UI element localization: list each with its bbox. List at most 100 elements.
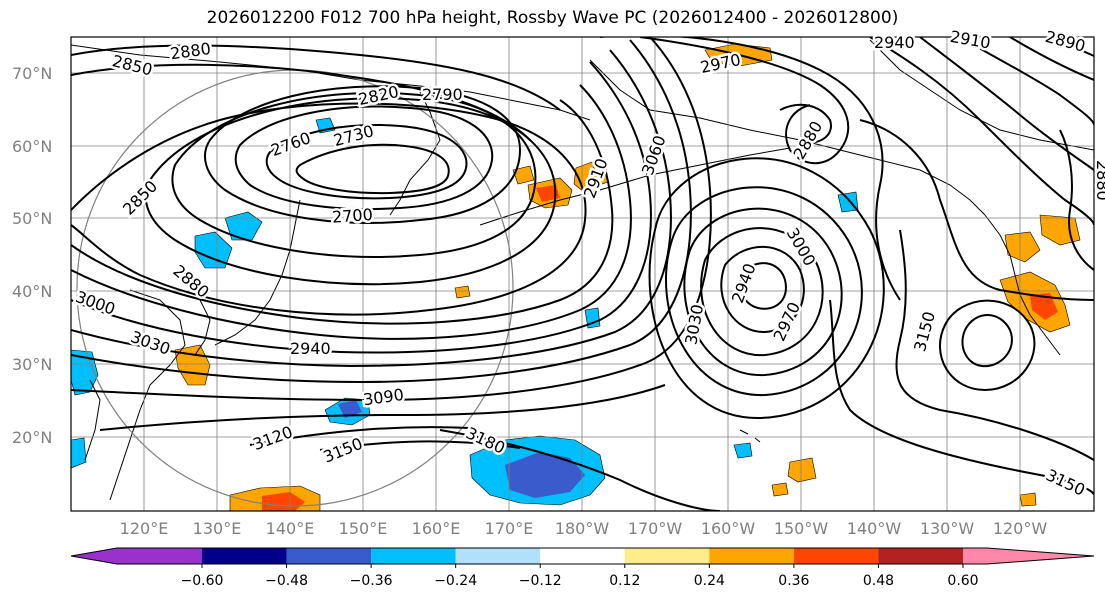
lon-label: 150°E — [339, 519, 388, 538]
anomaly-patch — [536, 185, 560, 202]
anomaly-patch — [837, 191, 859, 213]
contour-label: 2700 — [331, 205, 373, 227]
contour-line — [71, 49, 672, 368]
contour-line — [265, 124, 468, 200]
colorbar-swatch — [624, 548, 710, 564]
lat-label: 20°N — [12, 428, 52, 447]
lon-label: 130°E — [193, 519, 242, 538]
coastline-kamchatka — [389, 91, 441, 216]
contour-line — [319, 440, 521, 451]
lat-label: 30°N — [12, 355, 52, 374]
contour-line — [71, 37, 712, 402]
contour-line — [859, 119, 1094, 301]
contour-line — [639, 37, 850, 165]
colorbar-swatch — [455, 548, 541, 564]
anomaly-patch — [584, 307, 601, 329]
lon-label: 140°E — [266, 519, 315, 538]
shaded-anomalies — [71, 43, 1081, 511]
anomaly-patch — [224, 211, 263, 241]
coastline-japan — [214, 199, 301, 346]
height-contours — [71, 37, 1094, 511]
anomaly-patch — [787, 457, 817, 483]
contour-line — [234, 105, 494, 211]
coastline-korea — [194, 299, 211, 356]
lat-label: 60°N — [12, 137, 52, 156]
contour-line — [664, 186, 863, 397]
colorbar-tick-label: 0.48 — [863, 573, 894, 589]
contour-line — [959, 37, 1094, 126]
colorbar-swatch — [540, 548, 625, 564]
contour-line — [961, 314, 1013, 368]
contour-line — [720, 245, 805, 334]
contour-line — [71, 102, 587, 316]
anomaly-patch — [454, 285, 471, 299]
colorbar-swatch — [286, 548, 372, 564]
map-border — [70, 36, 1095, 512]
longitude-axis: 120°E 130°E 140°E 150°E 160°E 170°E 180°… — [120, 519, 1048, 538]
colorbar-outline — [70, 547, 1095, 565]
contour-line — [779, 103, 832, 144]
contour-line — [919, 37, 1094, 171]
lon-label: 140°W — [847, 519, 902, 538]
contour-line — [1049, 37, 1094, 57]
anomaly-patch — [1030, 293, 1058, 320]
contour-line — [99, 384, 666, 431]
contour-line — [71, 84, 632, 340]
colorbar-tick-label: −0.24 — [434, 573, 477, 589]
latitude-axis: 70°N 60°N 50°N 40°N 30°N 20°N — [12, 64, 52, 447]
coastline-china — [109, 289, 186, 501]
lon-label: 170°W — [628, 519, 683, 538]
anomaly-patch — [71, 437, 87, 469]
contour-line — [145, 97, 557, 286]
map-title: 2026012200 F012 700 hPa height, Rossby W… — [206, 8, 899, 28]
contour-line — [895, 229, 1094, 461]
map-panel — [71, 37, 1094, 511]
lon-label: 180°W — [555, 519, 610, 538]
contour-line — [171, 91, 537, 258]
lon-label: 150°W — [774, 519, 829, 538]
contour-line — [1009, 37, 1094, 81]
colorbar-tick-label: −0.36 — [350, 573, 393, 589]
coastline-hawaii — [739, 429, 761, 443]
coastline-canada-north — [869, 39, 1094, 151]
colorbar-swatch — [793, 548, 879, 564]
lon-label: 120°W — [993, 519, 1048, 538]
contour-line — [249, 426, 471, 446]
lon-label: 120°E — [120, 519, 169, 538]
colorbar-tick-label: 0.60 — [947, 573, 978, 589]
colorbar-tick-label: −0.12 — [519, 573, 562, 589]
colorbar-tick-label: −0.48 — [265, 573, 308, 589]
contour-line — [439, 429, 721, 511]
anomaly-patch — [505, 452, 585, 498]
colorbar-swatch — [709, 548, 794, 564]
colorbar-tick-label: −0.60 — [181, 573, 224, 589]
colorbar-swatch — [371, 548, 456, 564]
colorbar-swatch — [963, 548, 1094, 564]
coastline-philippines — [84, 379, 101, 461]
contour-line — [739, 262, 787, 310]
anomaly-patch — [771, 482, 789, 497]
anomaly-patch — [71, 349, 99, 396]
contour-line — [295, 143, 450, 195]
contour-line — [648, 157, 885, 420]
colorbar-tick-label: 0.36 — [778, 573, 809, 589]
contour-label: 2940 — [290, 339, 331, 358]
lat-label: 40°N — [12, 282, 52, 301]
colorbar-swatch — [202, 548, 287, 564]
contour-label: 2880 — [1093, 160, 1105, 201]
contour-line — [700, 227, 824, 357]
colorbar-tick-label: 0.12 — [609, 573, 640, 589]
contour-line — [204, 85, 522, 224]
anomaly-patch — [512, 165, 535, 185]
contour-line — [71, 61, 652, 354]
lat-label: 70°N — [12, 64, 52, 83]
contour-line — [71, 39, 692, 384]
contour-label: 2940 — [874, 33, 915, 52]
anomaly-patch — [1019, 492, 1037, 507]
contour-line — [71, 44, 561, 111]
colorbar: −0.60 −0.48 −0.36 −0.24 −0.12 0.12 0.24 0.36 0.4… — [70, 547, 1095, 589]
contour-line — [939, 299, 1036, 392]
coastline-na-west — [984, 214, 1061, 356]
colorbar-tick-label: 0.24 — [694, 573, 725, 589]
